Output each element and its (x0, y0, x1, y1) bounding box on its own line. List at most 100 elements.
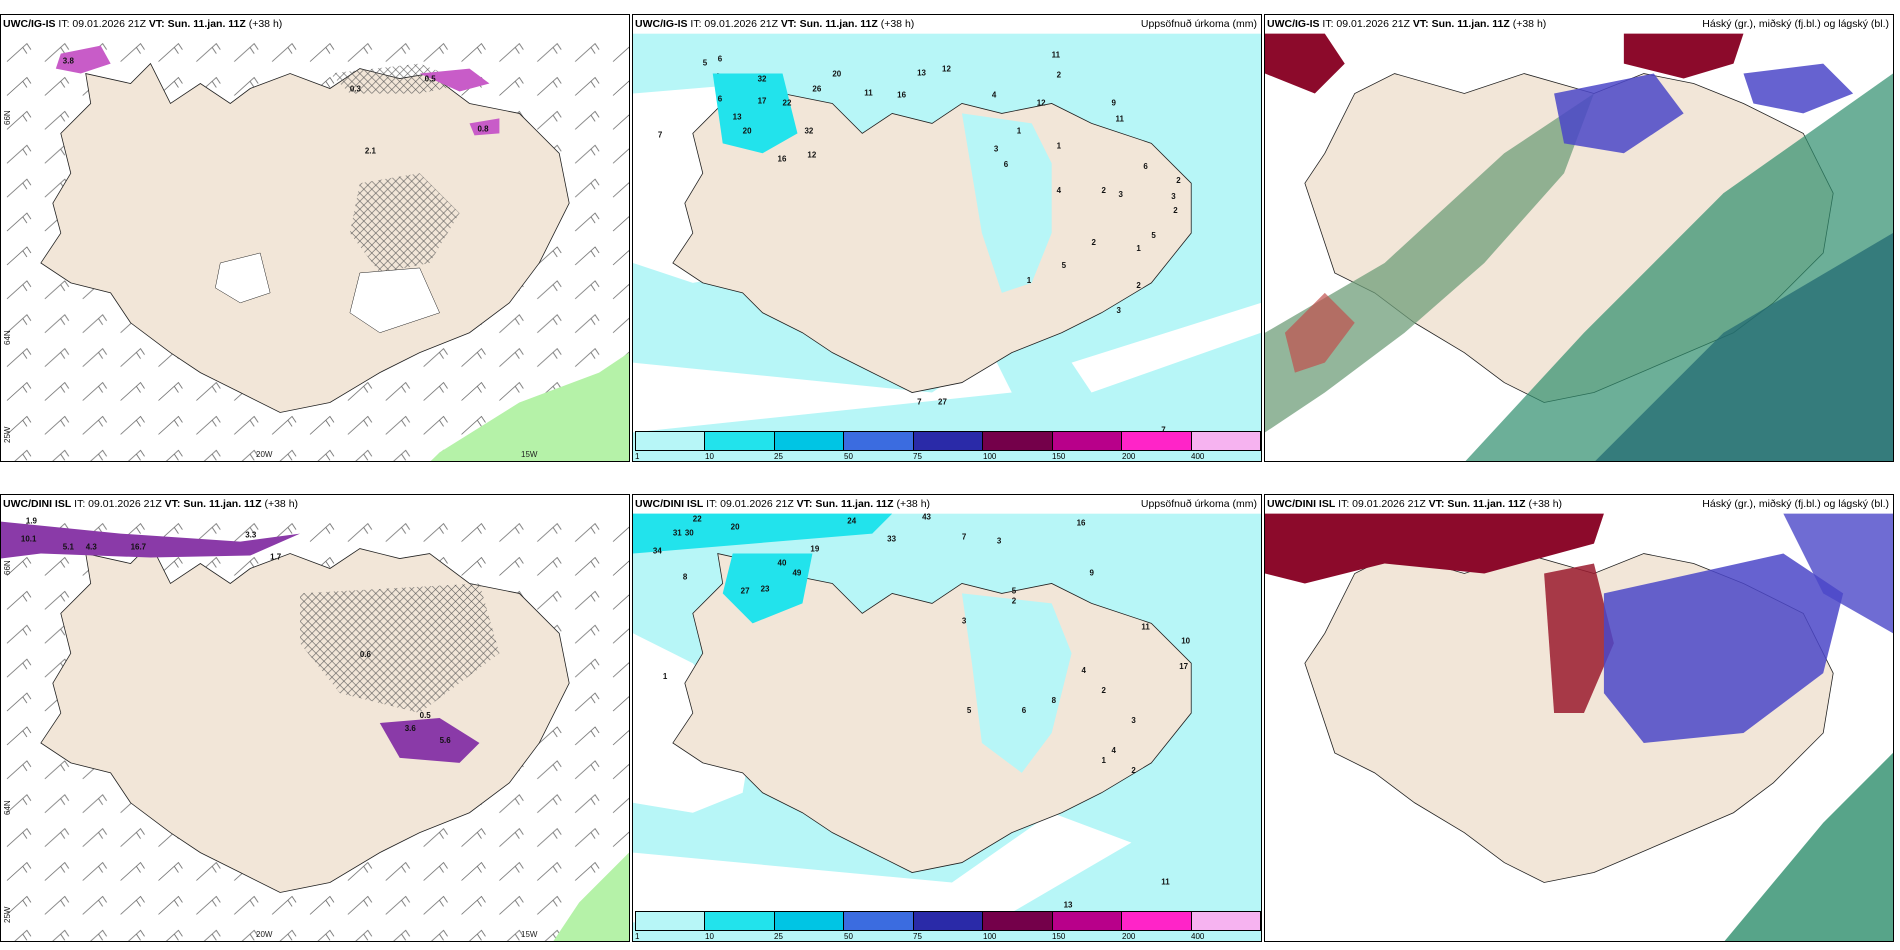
precip-value: 3 (1131, 716, 1136, 725)
high-cloud (1544, 563, 1614, 714)
panel-dini-precip: UWC/DINI ISL IT: 09.01.2026 21Z VT: Sun.… (632, 494, 1262, 942)
precip-value: 1 (1027, 276, 1032, 285)
colorbar-label: 50 (844, 932, 853, 941)
panel-header: UWC/DINI ISL IT: 09.01.2026 21Z VT: Sun.… (1265, 495, 1893, 513)
colorbar-swatch (983, 912, 1053, 930)
precip-medium (722, 553, 813, 624)
precip-value: 22 (693, 515, 702, 524)
precip-value: 12 (807, 150, 816, 159)
precip-value: 27 (741, 586, 750, 595)
colorbar-label: 200 (1122, 452, 1136, 461)
model-name: UWC/DINI ISL (3, 498, 72, 510)
precip-value: 6 (1022, 706, 1027, 715)
panel-title: Háský (gr.), miðský (fj.bl.) og lágský (… (1702, 18, 1889, 30)
lon-label: 25W (3, 426, 12, 443)
colorbar-label: 1 (635, 932, 640, 941)
colorbar-swatch (774, 912, 845, 930)
model-name: UWC/IG-IS (1267, 18, 1320, 30)
low-cloud (1783, 513, 1893, 634)
precip-value: 20 (832, 70, 841, 79)
valid-time: VT: Sun. 11.jan. 11Z (780, 18, 878, 30)
lat-label: 66N (3, 560, 12, 575)
precip-colorbar (635, 911, 1261, 931)
precip-value: 12 (942, 65, 951, 74)
precip-value: 2 (1102, 686, 1107, 695)
colorbar-label: 100 (983, 932, 997, 941)
precip-value: 9 (1111, 98, 1116, 107)
precip-value: 13 (917, 69, 926, 78)
precip-value: 2 (1176, 176, 1181, 185)
panel-title: Uppsöfnuð úrkoma (mm) (1140, 18, 1257, 30)
precip-value: 3 (994, 144, 999, 153)
colorbar-swatch (913, 912, 984, 930)
precip-value: 9 (1090, 568, 1095, 577)
precip-value: 3 (962, 616, 967, 625)
high-cloud (1265, 33, 1345, 94)
snow-value: 0.3 (350, 84, 362, 93)
high-cloud (1623, 33, 1744, 79)
precip-value: 1 (1017, 126, 1022, 135)
colorbar-swatch (636, 912, 706, 930)
precip-value: 23 (761, 584, 770, 593)
init-time: IT: 09.01.2026 21Z (690, 18, 778, 30)
lead-time: (+38 h) (880, 18, 915, 30)
snow-value: 3.6 (405, 724, 417, 733)
precip-value: 2 (1057, 71, 1062, 80)
lat-label: 64N (3, 800, 12, 815)
mid-cloud (1265, 93, 1594, 433)
map-area: 3.8 0.5 0.3 0.8 2.1 (1, 33, 629, 461)
map-area (1265, 33, 1893, 461)
precip-value: 5 (1012, 586, 1017, 595)
precip-value: 7 (658, 130, 663, 139)
precip-colorbar (635, 431, 1261, 451)
lon-label: 25W (3, 906, 12, 923)
panel-igis-wind: UWC/IG-IS IT: 09.01.2026 21Z VT: Sun. 11… (0, 14, 630, 462)
lon-label: 15W (521, 450, 538, 459)
dry-area (633, 812, 1132, 923)
precip-map: 22 31 30 20 24 33 43 16 34 19 8 49 27 23… (633, 513, 1261, 941)
precip-value: 4 (1082, 666, 1087, 675)
precip-value: 1 (663, 672, 668, 681)
map-area: 1.9 10.1 5.1 4.3 16.7 3.3 1.7 0.6 3.6 5.… (1, 513, 629, 941)
precip-value: 3 (997, 537, 1002, 546)
colorbar-label: 75 (913, 932, 922, 941)
wind-map: 3.8 0.5 0.3 0.8 2.1 (1, 33, 629, 461)
precip-value: 32 (758, 75, 767, 84)
lead-time: (+38 h) (1512, 18, 1547, 30)
snow-value: 0.8 (477, 124, 489, 133)
panel-header: UWC/IG-IS IT: 09.01.2026 21Z VT: Sun. 11… (1265, 15, 1893, 33)
precip-value: 40 (778, 559, 787, 568)
wind-map: 1.9 10.1 5.1 4.3 16.7 3.3 1.7 0.6 3.6 5.… (1, 513, 629, 941)
colorbar-swatch (636, 432, 706, 450)
precip-value: 33 (887, 535, 896, 544)
init-time: IT: 09.01.2026 21Z (58, 18, 146, 30)
precip-value: 8 (1052, 696, 1057, 705)
colorbar-label: 400 (1191, 932, 1205, 941)
snow-hatch (300, 583, 500, 714)
snow-value: 1.9 (26, 517, 38, 526)
precip-value: 32 (804, 126, 813, 135)
precip-value: 6 (1143, 162, 1148, 171)
high-cloud (1265, 513, 1604, 584)
colorbar-label: 50 (844, 452, 853, 461)
snow-value: 0.5 (425, 75, 437, 84)
precip-value: 5 (967, 706, 972, 715)
colorbar-swatch (913, 432, 984, 450)
low-cloud (1603, 553, 1844, 743)
precip-value: 2 (1102, 186, 1107, 195)
snow-hatch (329, 63, 470, 94)
precip-value: 6 (1004, 160, 1009, 169)
snow-hatch (349, 173, 460, 273)
map-area: 5 6 32 20 13 12 11 2 7 6 17 22 26 11 16 … (633, 33, 1261, 461)
precip-value: 6 (718, 55, 723, 64)
init-time: IT: 09.01.2026 21Z (1322, 18, 1410, 30)
precip-value: 16 (897, 90, 906, 99)
lon-label: 15W (521, 930, 538, 939)
precip-light (961, 593, 1072, 773)
precip-value: 7 (1161, 425, 1166, 434)
precip-value: 5 (703, 59, 708, 68)
mid-cloud (1724, 752, 1893, 941)
low-cloud (1595, 233, 1893, 461)
precip-value: 2 (1131, 766, 1136, 775)
valid-time: VT: Sun. 11.jan. 11Z (796, 498, 894, 510)
